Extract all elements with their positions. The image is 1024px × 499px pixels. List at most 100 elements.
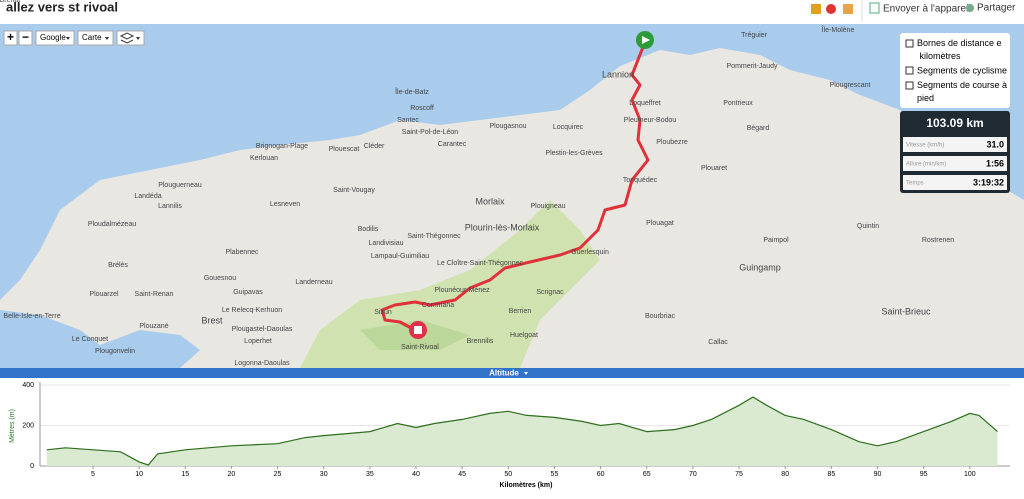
place-label: Le Conquet — [72, 336, 108, 343]
place-label: Plougastel-Daoulas — [232, 326, 293, 333]
place-label: Saint-Vougay — [333, 187, 375, 194]
provider-dropdown[interactable] — [35, 30, 75, 46]
option-label[interactable]: Segments de cyclisme — [917, 65, 1007, 75]
stat-name: Temps — [906, 181, 924, 187]
share-button[interactable]: Partager — [977, 3, 1016, 14]
stat-value: 3:19:32 — [973, 177, 1004, 187]
place-label: Plouigneau — [530, 203, 565, 210]
zoom-out[interactable] — [18, 30, 33, 46]
x-tick-label: 70 — [689, 471, 697, 478]
x-tick-label: 80 — [781, 471, 789, 478]
place-label: Plourin-lès-Morlaix — [465, 222, 540, 232]
place-label: Île-de-Bréhat — [0, 0, 20, 4]
place-label: Guingamp — [739, 262, 781, 272]
elevation-line — [46, 396, 998, 466]
place-label: Plouguerneau — [158, 182, 202, 189]
place-label: Carantec — [438, 141, 467, 148]
maptype-label: Carte — [82, 33, 102, 42]
route — [380, 41, 650, 332]
place-label: Brélès — [108, 262, 128, 269]
checkbox[interactable] — [905, 66, 914, 75]
place-label: Brignogan-Plage — [256, 143, 308, 150]
place-label: Gouesnou — [204, 275, 236, 282]
place-label: Plougrescant — [830, 82, 871, 89]
place-label: Plouescat — [329, 146, 360, 153]
place-label: Pleumeur-Bodou — [624, 117, 677, 124]
place-label: Plouaret — [701, 165, 727, 172]
place-label: Saint-Brieuc — [881, 306, 931, 316]
zoom-in[interactable] — [3, 30, 18, 46]
altitude-bar[interactable] — [0, 368, 1024, 378]
x-tick-label: 60 — [597, 471, 605, 478]
place-label: Quintin — [857, 223, 879, 230]
route-title: allez vers st rivoal — [6, 0, 118, 14]
place-label: Logonna-Daoulas — [234, 360, 290, 367]
place-label: Kerlouan — [250, 155, 278, 162]
maptype-dropdown[interactable] — [77, 30, 114, 46]
x-tick-label: 20 — [228, 471, 236, 478]
x-tick-label: 45 — [458, 471, 466, 478]
place-label: Bourbriac — [645, 313, 675, 320]
place-label: Plouagat — [646, 220, 674, 227]
checkbox[interactable] — [905, 39, 914, 48]
place-label: Lesneven — [270, 201, 300, 208]
place-label: Lampaul-Guimiliau — [371, 253, 429, 260]
x-tick-label: 90 — [874, 471, 882, 478]
options-panel — [900, 33, 1010, 108]
place-label: Plougasnou — [490, 123, 527, 130]
place-label: Plougonvelin — [95, 348, 135, 355]
stat-row — [903, 137, 1007, 152]
stat-row — [903, 175, 1007, 190]
like-icon[interactable] — [843, 4, 853, 14]
place-label: Saint-Renan — [135, 291, 174, 298]
place-label: Bodilis — [358, 226, 379, 233]
place-label: Le Relecq-Kerhuon — [222, 307, 282, 314]
place-label: Sizun — [374, 309, 392, 316]
elevation-area — [46, 397, 998, 466]
place-label: Lannilis — [158, 203, 182, 210]
place-label: Plestin-les-Grèves — [545, 150, 603, 157]
delete-icon[interactable] — [826, 4, 836, 14]
x-tick-label: 40 — [412, 471, 420, 478]
place-label: Pommerit-Jaudy — [727, 63, 778, 70]
place-label: Tréguier — [741, 32, 767, 39]
place-label: Rostrenen — [922, 237, 954, 244]
option-label[interactable]: Bornes de distance e kilomètres — [917, 38, 1002, 61]
map[interactable]: Île-de-Batz Roscoff Santec Saint-Pol-de-Léo… — [0, 0, 1024, 368]
x-tick-label: 35 — [366, 471, 374, 478]
place-label: Brennilis — [467, 338, 494, 345]
place-label: Guerlesquin — [571, 249, 609, 256]
x-tick-label: 85 — [827, 471, 835, 478]
place-label: Landéda — [134, 193, 161, 200]
place-label: Plouzané — [139, 323, 168, 330]
place-label: Pontrieux — [723, 100, 753, 107]
stat-name: Allure (min/km) — [906, 162, 946, 168]
place-label: Roscoff — [410, 105, 434, 112]
place-label: Guipavas — [233, 289, 263, 296]
place-label: Île-Molène — [821, 25, 855, 34]
header-bar — [0, 0, 1024, 24]
send-icon[interactable] — [869, 2, 880, 14]
place-label: Landivisiau — [368, 240, 403, 247]
edit-icon[interactable] — [811, 4, 821, 14]
y-tick-label: 0 — [30, 463, 34, 470]
place-label: Ploudalmézeau — [88, 221, 136, 228]
send-button[interactable]: Envoyer à l'appareil — [883, 4, 971, 15]
x-tick-label: 15 — [181, 471, 189, 478]
place-label: Ploubezre — [656, 139, 688, 146]
altitude-title: Altitude — [489, 369, 519, 378]
x-axis-label: Kilomètres (km) — [500, 482, 553, 489]
place-label: Saint-Thégonnec — [407, 233, 461, 240]
map-controls: + − Google Carte — [3, 30, 145, 46]
zoom-in-label: + — [7, 30, 14, 44]
layers-button[interactable] — [116, 30, 145, 46]
share-icon[interactable] — [966, 4, 974, 12]
option-label[interactable]: Segments de course à pied — [917, 80, 1007, 103]
place-label: Plabennec — [225, 249, 259, 256]
checkbox[interactable] — [905, 81, 914, 90]
place-label: Tonquédec — [623, 177, 658, 184]
place-label: Huelgoat — [510, 332, 538, 339]
x-tick-label: 95 — [920, 471, 928, 478]
